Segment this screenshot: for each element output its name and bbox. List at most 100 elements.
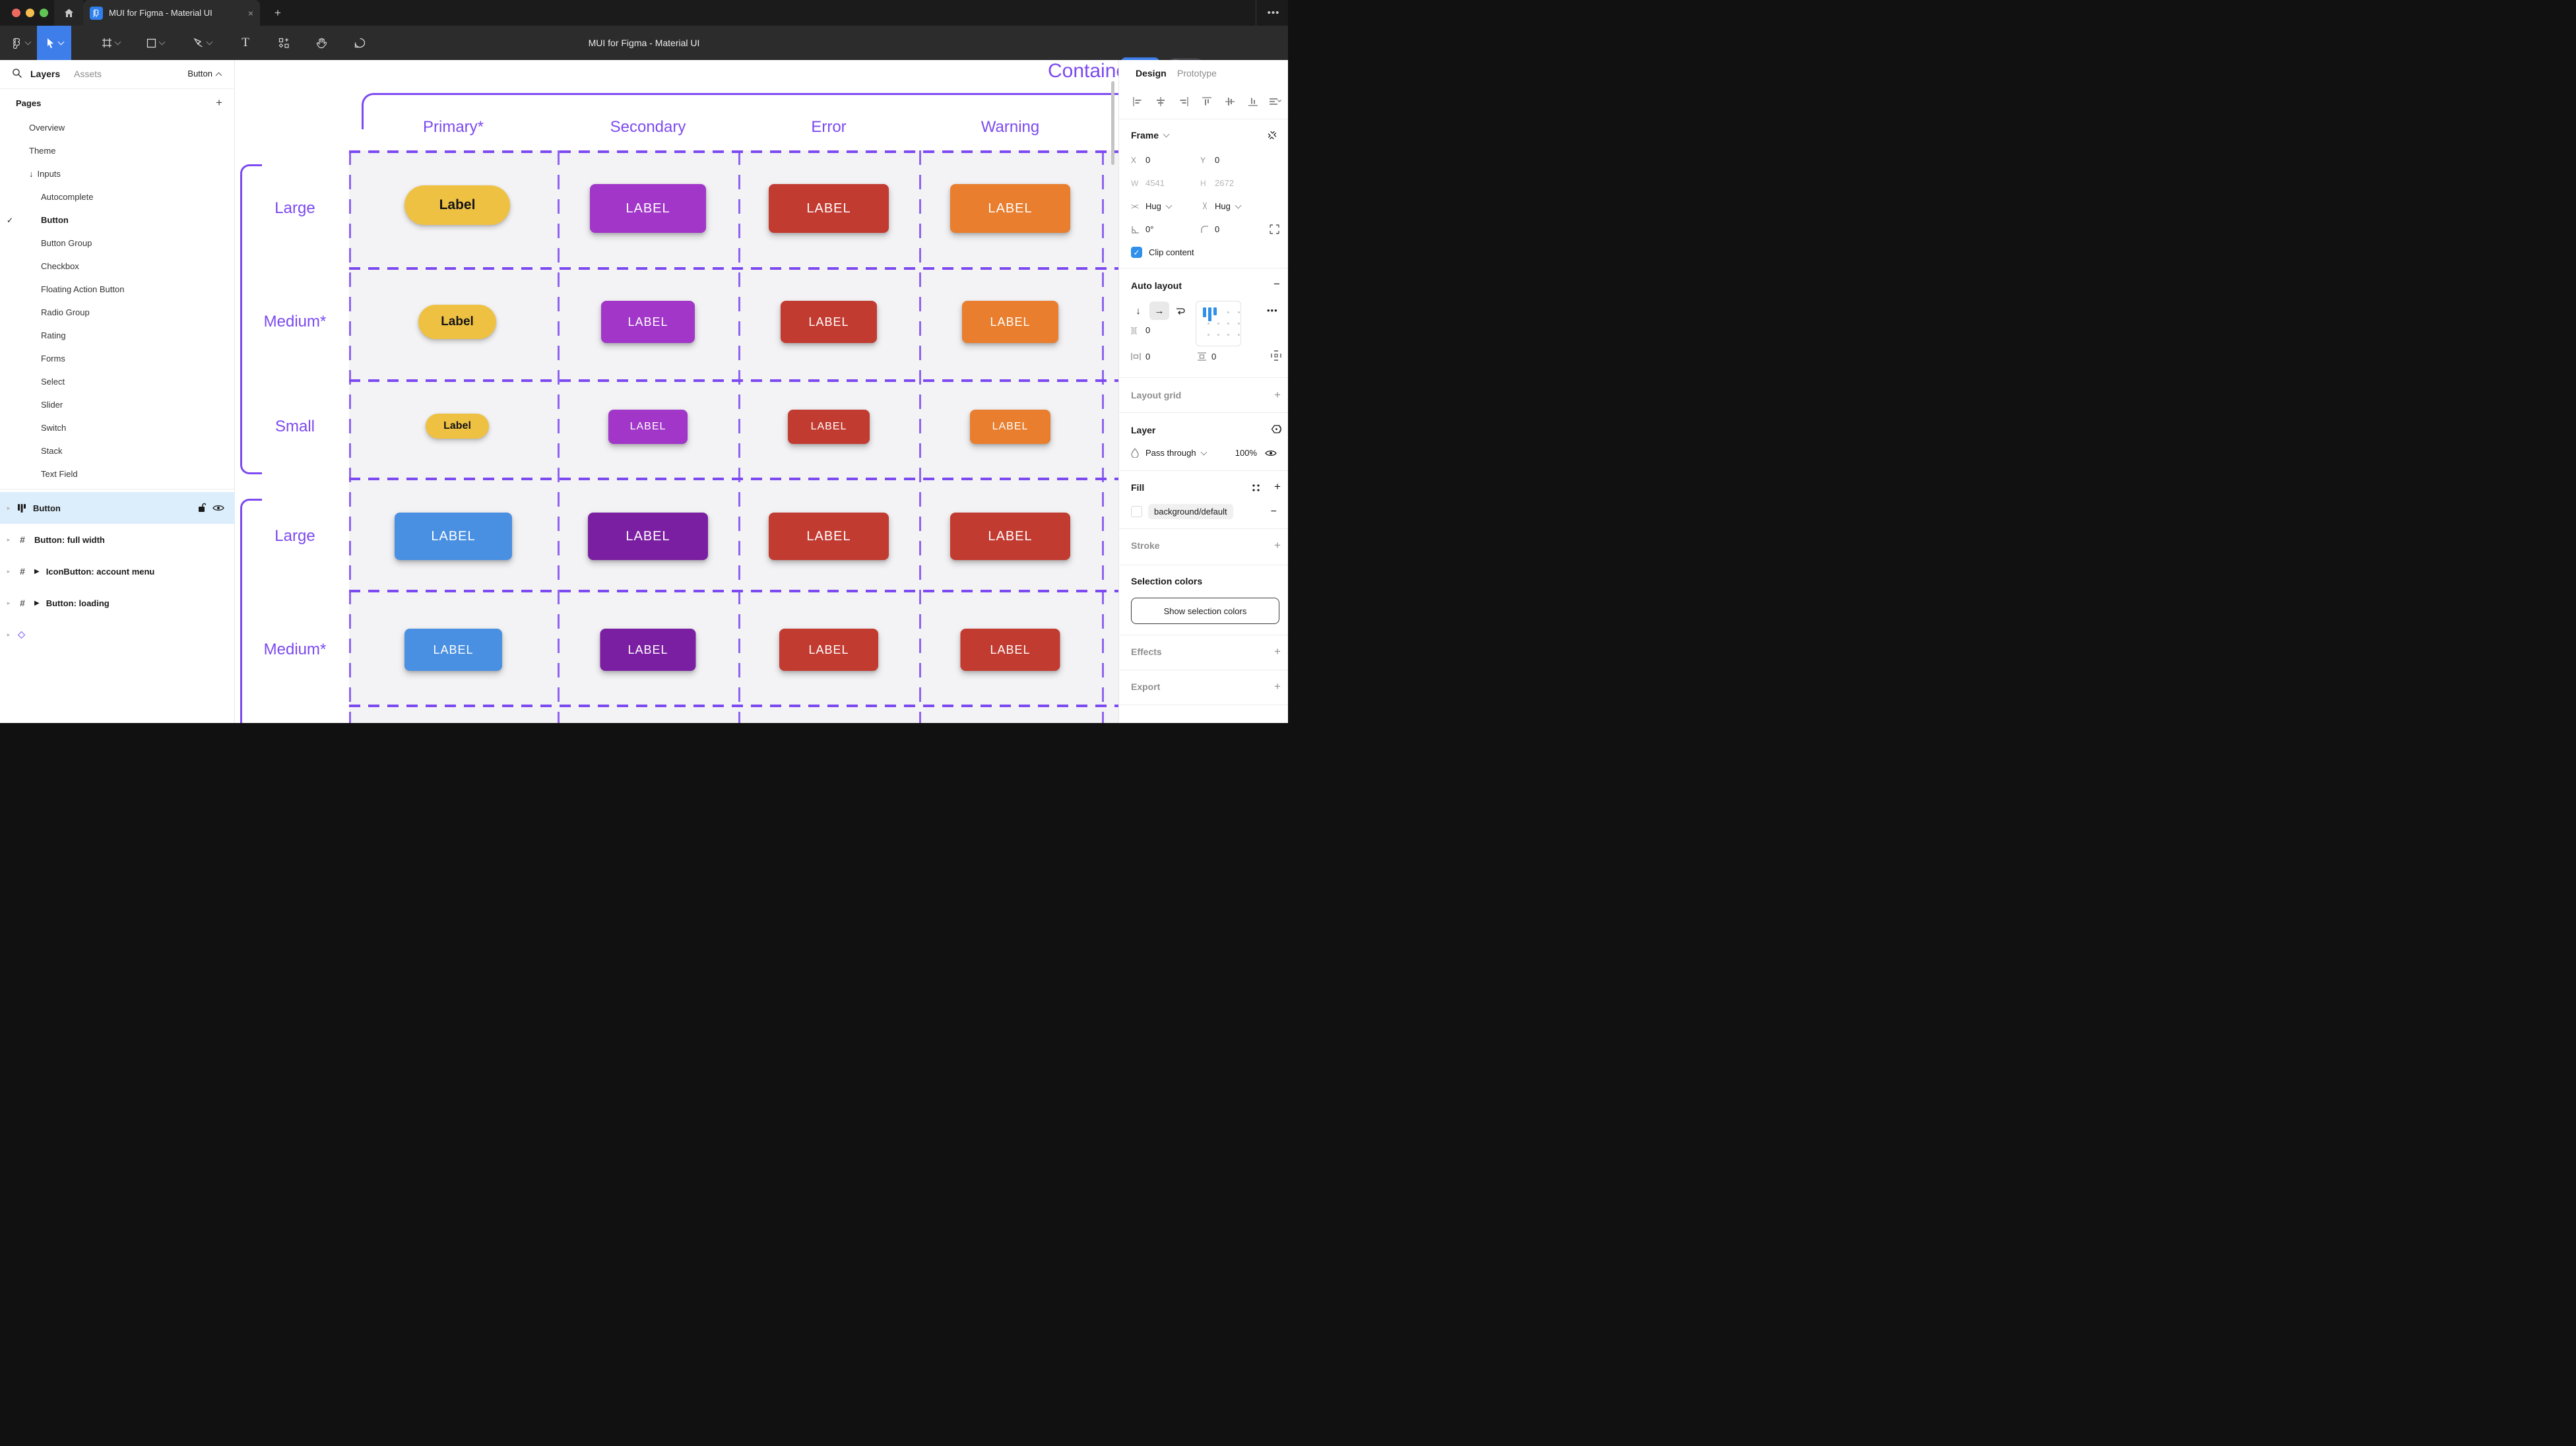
sidebar-page-button[interactable]: ✓ Button (0, 208, 235, 232)
design-canvas[interactable]: Contained Primary*SecondaryErrorWarning … (235, 60, 1118, 723)
canvas-button-sample[interactable]: LABEL (781, 301, 877, 343)
add-layout-grid-button[interactable]: + (1274, 389, 1281, 401)
canvas-button-sample[interactable]: LABEL (788, 410, 870, 444)
frame-tool-button[interactable] (92, 26, 129, 60)
expand-caret-icon[interactable]: ▸ (7, 504, 11, 511)
canvas-button-sample[interactable]: Label (404, 185, 510, 225)
vertical-sizing-dropdown[interactable]: >< Hug (1200, 201, 1242, 211)
sidebar-page-select[interactable]: Select (0, 370, 235, 393)
sidebar-page-rating[interactable]: Rating (0, 324, 235, 347)
canvas-button-sample[interactable]: LABEL (404, 629, 502, 671)
canvas-button-sample[interactable]: LABEL (769, 184, 889, 233)
canvas-button-sample[interactable]: LABEL (779, 629, 878, 671)
page-selector[interactable]: Button (187, 69, 222, 79)
canvas-button-sample[interactable]: LABEL (600, 629, 696, 671)
remove-fill-button[interactable]: − (1270, 505, 1277, 517)
corner-radius-field[interactable]: 0 (1200, 224, 1219, 234)
sidebar-page-autocomplete[interactable]: Autocomplete (0, 185, 235, 208)
auto-layout-more-button[interactable]: ••• (1267, 305, 1278, 315)
tab-design[interactable]: Design (1136, 68, 1167, 79)
visibility-icon[interactable] (212, 504, 224, 514)
independent-corners-icon[interactable] (1270, 224, 1279, 234)
canvas-button-sample[interactable]: LABEL (769, 513, 889, 560)
sidebar-page-overview[interactable]: Overview (0, 116, 235, 139)
align-vertical-center-icon[interactable] (1225, 96, 1235, 107)
width-field[interactable]: W 4541 (1131, 178, 1165, 188)
auto-layout-wrap-button[interactable] (1171, 301, 1190, 320)
canvas-button-sample[interactable]: LABEL (960, 629, 1060, 671)
canvas-button-sample[interactable]: LABEL (962, 301, 1058, 343)
add-fill-button[interactable]: + (1274, 480, 1281, 493)
clip-content-checkbox[interactable]: ✓ (1131, 247, 1142, 258)
remove-auto-layout-button[interactable]: − (1273, 278, 1280, 290)
hand-tool-button[interactable] (307, 26, 335, 60)
fill-color-swatch[interactable] (1131, 506, 1142, 517)
home-tab[interactable] (54, 0, 83, 26)
sidebar-page-floating-action-button[interactable]: Floating Action Button (0, 278, 235, 301)
main-menu-button[interactable] (5, 26, 36, 60)
vertical-padding-field[interactable]: 0 (1197, 352, 1216, 362)
blend-mode-dropdown[interactable]: Pass through (1145, 448, 1196, 458)
text-tool-button[interactable]: T (232, 26, 259, 60)
pen-tool-button[interactable] (185, 26, 220, 60)
canvas-button-sample[interactable]: Label (426, 414, 489, 439)
distribute-icon[interactable] (1268, 96, 1283, 107)
horizontal-sizing-dropdown[interactable]: >< Hug (1131, 201, 1173, 211)
frame-section-header[interactable]: Frame (1131, 130, 1170, 141)
expand-caret-icon[interactable]: ▸ (7, 567, 11, 575)
sidebar-page-inputs[interactable]: ↓ Inputs (0, 162, 235, 185)
canvas-button-sample[interactable]: Label (418, 305, 496, 339)
new-tab-button[interactable]: + (274, 6, 281, 19)
comment-tool-button[interactable] (346, 26, 373, 60)
align-right-icon[interactable] (1178, 96, 1189, 107)
tab-layers[interactable]: Layers (30, 69, 61, 79)
lock-icon[interactable] (198, 503, 207, 515)
add-page-button[interactable]: + (216, 96, 222, 109)
canvas-button-sample[interactable]: LABEL (601, 301, 695, 343)
expand-caret-icon[interactable]: ▸ (7, 599, 11, 606)
x-position-field[interactable]: X 0 (1131, 155, 1151, 165)
fill-styles-icon[interactable] (1252, 484, 1260, 492)
sidebar-page-radio-group[interactable]: Radio Group (0, 301, 235, 324)
sidebar-page-checkbox[interactable]: Checkbox (0, 255, 235, 278)
canvas-button-sample[interactable]: LABEL (588, 513, 708, 560)
shape-tool-button[interactable] (137, 26, 173, 60)
tab-prototype[interactable]: Prototype (1177, 68, 1217, 79)
layer-row-iconbutton-account-menu[interactable]: ▸ # ▶ IconButton: account menu (0, 555, 235, 587)
tab-assets[interactable]: Assets (74, 69, 102, 79)
window-maximize-button[interactable] (40, 9, 48, 17)
layer-row--menu-[interactable]: ▸ (0, 619, 235, 650)
titlebar-more-button[interactable]: ••• (1267, 7, 1280, 18)
clip-content-control[interactable]: ✓ Clip content (1131, 247, 1194, 258)
document-tab[interactable]: MUI for Figma - Material UI × (83, 0, 260, 26)
layer-visibility-icon[interactable] (1265, 449, 1277, 457)
rotation-field[interactable]: 0° (1131, 224, 1153, 234)
blend-mode-icon[interactable] (1271, 424, 1282, 435)
sidebar-page-text-field[interactable]: Text Field (0, 462, 235, 486)
canvas-button-sample[interactable]: LABEL (970, 410, 1050, 444)
fill-token-chip[interactable]: background/default (1148, 504, 1233, 519)
align-bottom-icon[interactable] (1248, 96, 1258, 107)
tab-close-icon[interactable]: × (247, 7, 253, 18)
sidebar-page-forms[interactable]: Forms (0, 347, 235, 370)
expand-caret-icon[interactable]: ▸ (7, 631, 11, 638)
sidebar-page-theme[interactable]: Theme (0, 139, 235, 162)
auto-layout-horizontal-button[interactable]: → (1149, 301, 1169, 320)
height-field[interactable]: H 2672 (1200, 178, 1234, 188)
align-top-icon[interactable] (1202, 96, 1212, 107)
add-export-button[interactable]: + (1274, 680, 1281, 693)
y-position-field[interactable]: Y 0 (1200, 155, 1220, 165)
add-effect-button[interactable]: + (1274, 645, 1281, 658)
gap-field[interactable]: ]|[ 0 (1131, 325, 1151, 335)
layer-row-button[interactable]: ▸ Button (0, 492, 235, 524)
canvas-button-sample[interactable]: LABEL (608, 410, 688, 444)
independent-padding-icon[interactable] (1271, 350, 1281, 361)
add-stroke-button[interactable]: + (1274, 539, 1281, 551)
window-minimize-button[interactable] (26, 9, 34, 17)
auto-layout-alignment-widget[interactable] (1196, 301, 1241, 346)
collapse-panel-icon[interactable] (1267, 130, 1277, 141)
sidebar-page-stack[interactable]: Stack (0, 439, 235, 462)
canvas-button-sample[interactable]: LABEL (950, 184, 1070, 233)
auto-layout-vertical-button[interactable]: ↓ (1136, 305, 1141, 317)
move-tool-button[interactable] (37, 26, 71, 60)
